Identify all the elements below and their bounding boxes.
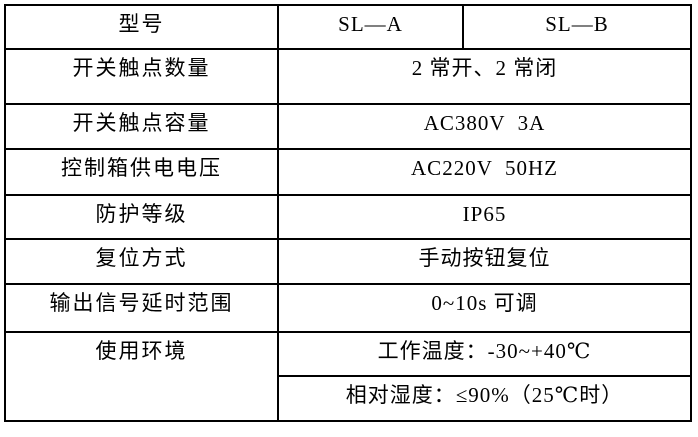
table-row-contact-count: 开关触点数量 2 常开、2 常闭 xyxy=(4,48,692,105)
row-value: 2 常开、2 常闭 xyxy=(277,48,692,105)
spec-table: 型号 SL—A SL—B 开关触点数量 2 常开、2 常闭 开关触点容量 AC3… xyxy=(4,4,692,422)
row-value: 手动按钮复位 xyxy=(277,238,692,285)
row-label: 控制箱供电电压 xyxy=(4,148,279,196)
header-model-a: SL—A xyxy=(277,4,464,50)
row-label: 开关触点容量 xyxy=(4,103,279,150)
row-value: AC380V 3A xyxy=(277,103,692,150)
row-label: 使用环境 xyxy=(4,331,279,422)
row-value: AC220V 50HZ xyxy=(277,148,692,196)
row-value-temperature: 工作温度：-30~+40℃ xyxy=(277,331,692,377)
row-label: 开关触点数量 xyxy=(4,48,279,105)
row-label: 防护等级 xyxy=(4,194,279,240)
table-row-header: 型号 SL—A SL—B xyxy=(4,4,692,50)
row-value: IP65 xyxy=(277,194,692,240)
table-row-environment-humidity: 相对湿度：≤90%（25℃时） xyxy=(5,375,692,422)
row-value: 0~10s 可调 xyxy=(277,283,692,333)
table-row-delay-range: 输出信号延时范围 0~10s 可调 xyxy=(4,283,692,333)
table-row-environment-temperature: 使用环境 工作温度：-30~+40℃ xyxy=(4,331,692,422)
row-value-humidity: 相对湿度：≤90%（25℃时） xyxy=(277,375,692,422)
table-row-reset-method: 复位方式 手动按钮复位 xyxy=(4,238,692,285)
header-model-b: SL—B xyxy=(462,4,692,50)
header-model-label: 型号 xyxy=(4,4,279,50)
row-label: 复位方式 xyxy=(4,238,279,285)
table-row-contact-capacity: 开关触点容量 AC380V 3A xyxy=(4,103,692,150)
table-row-supply-voltage: 控制箱供电电压 AC220V 50HZ xyxy=(4,148,692,196)
table-row-protection-rating: 防护等级 IP65 xyxy=(4,194,692,240)
row-label: 输出信号延时范围 xyxy=(4,283,279,333)
